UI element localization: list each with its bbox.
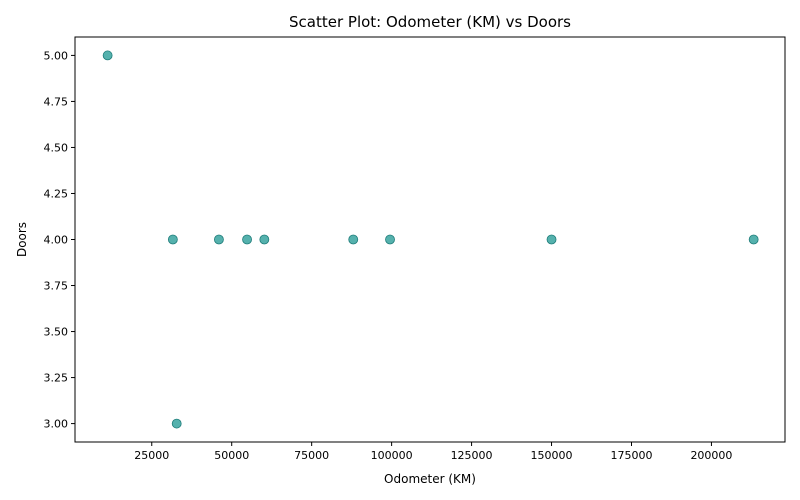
y-tick-label: 3.25	[44, 372, 69, 385]
y-tick-label: 4.00	[44, 234, 69, 247]
y-axis-ticks: 3.00 3.25 3.50 3.75 4.00 4.25 4.50 4.75 5.00	[44, 49, 75, 431]
data-point	[748, 234, 759, 245]
y-tick-label: 4.75	[44, 95, 69, 108]
y-tick-label: 3.50	[44, 326, 69, 339]
y-tick-label: 4.50	[44, 141, 69, 154]
x-tick-label: 50000	[214, 449, 249, 462]
data-point	[259, 234, 270, 245]
chart-title: Scatter Plot: Odometer (KM) vs Doors	[289, 13, 571, 31]
x-tick-label: 200000	[690, 449, 732, 462]
x-axis-ticks: 25000 50000 75000 100000 125000 150000 175000 2…	[134, 442, 732, 462]
data-points	[102, 50, 759, 429]
data-point	[385, 234, 395, 245]
data-point	[348, 234, 359, 245]
data-point	[546, 234, 557, 245]
data-point	[167, 234, 178, 245]
data-point	[171, 418, 182, 429]
x-tick-label: 150000	[531, 449, 573, 462]
y-tick-label: 3.75	[44, 280, 69, 293]
y-tick-label: 5.00	[44, 49, 69, 62]
x-tick-label: 100000	[371, 449, 413, 462]
x-tick-label: 125000	[451, 449, 493, 462]
x-tick-label: 175000	[610, 449, 652, 462]
y-tick-label: 3.00	[44, 418, 69, 431]
plot-frame	[74, 36, 786, 443]
x-tick-label: 25000	[134, 449, 169, 462]
data-point	[102, 50, 113, 61]
data-point	[214, 234, 224, 245]
x-tick-label: 75000	[294, 449, 329, 462]
y-tick-label: 4.25	[44, 187, 69, 200]
data-point	[242, 234, 252, 245]
x-axis-label: Odometer (KM)	[384, 472, 476, 486]
y-axis-label: Doors	[15, 222, 29, 257]
